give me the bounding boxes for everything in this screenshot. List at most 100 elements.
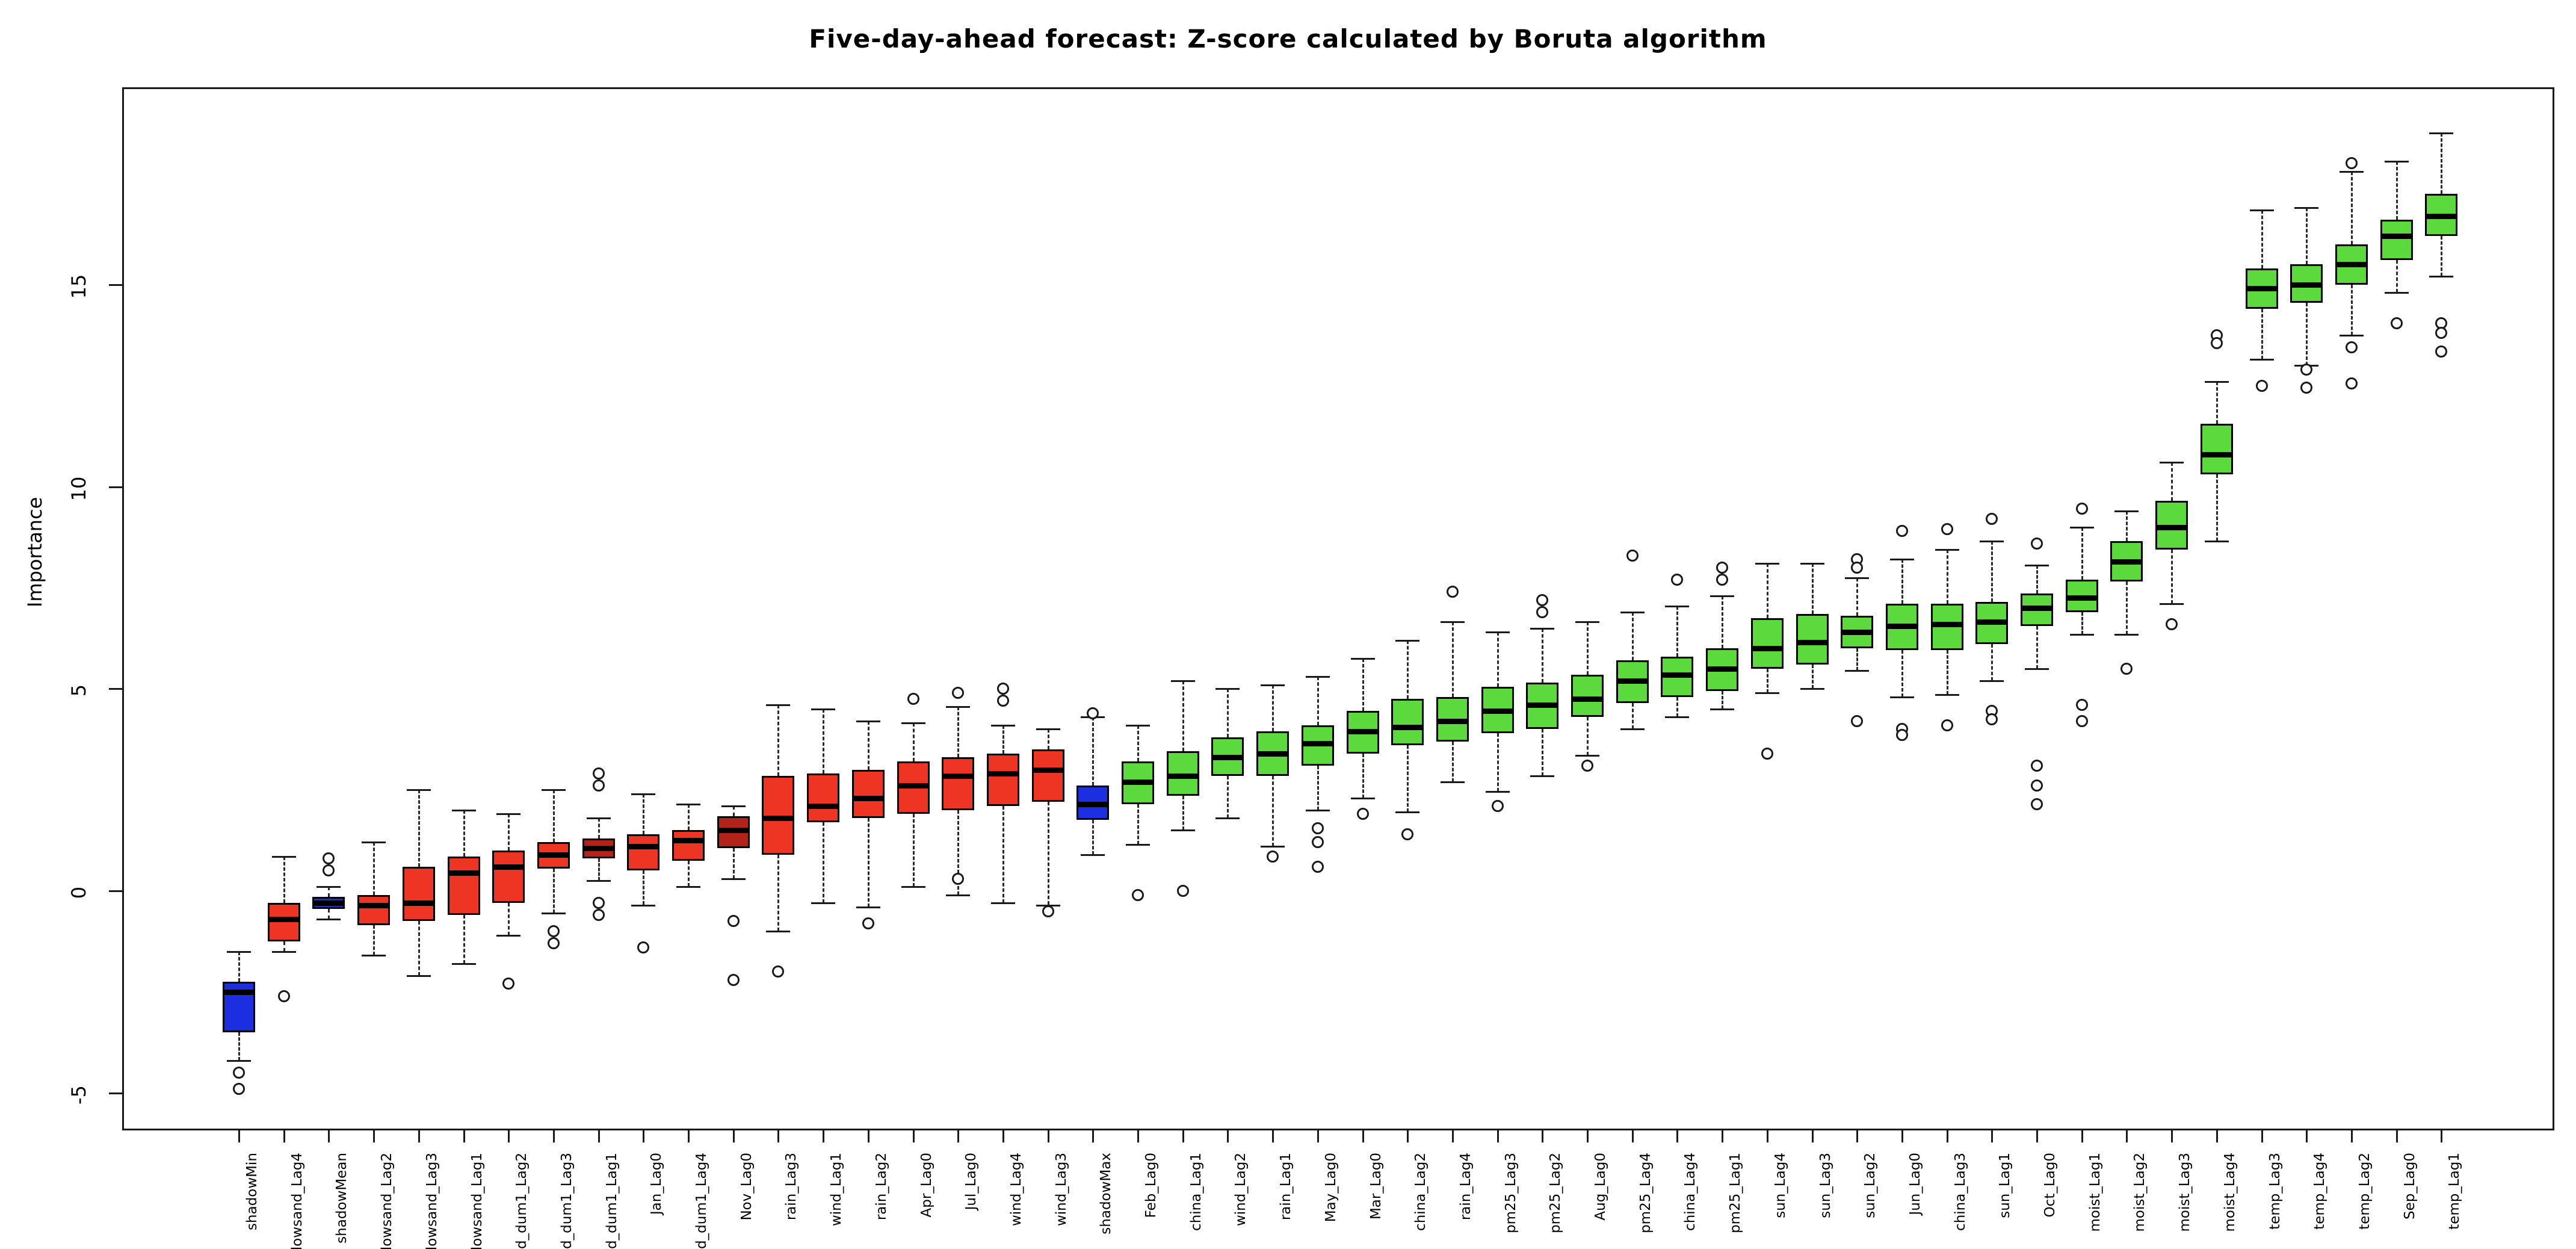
outlier-point: [1267, 850, 1279, 863]
upper-whisker-cap: [2384, 160, 2409, 163]
upper-whisker: [2261, 209, 2263, 268]
upper-whisker: [643, 793, 645, 834]
boxplot-box-yellowsand_Lag1: [447, 856, 480, 916]
upper-whisker-cap: [901, 722, 925, 725]
boxplot-box-yellowsand_Lag2: [357, 894, 391, 926]
upper-whisker-cap: [271, 855, 296, 858]
median-line: [1616, 678, 1649, 684]
outlier-point: [2031, 759, 2043, 772]
median-line: [357, 902, 391, 908]
boxplot-box-wind_Lag3: [1031, 749, 1064, 802]
lower-whisker: [1182, 796, 1184, 831]
median-line: [312, 900, 345, 907]
x-axis-tick-label: Sep_Lag0: [2401, 1153, 2418, 1220]
x-axis-tick-label: yellowsand_Lag2: [379, 1153, 395, 1249]
median-line: [1031, 767, 1064, 773]
upper-whisker: [823, 708, 825, 774]
lower-whisker-cap: [1980, 680, 2004, 682]
median-line: [1885, 624, 1918, 630]
outlier-point: [2255, 379, 2268, 392]
lower-whisker: [1451, 741, 1454, 782]
x-axis-tick: [1047, 1130, 1049, 1142]
lower-whisker: [1272, 775, 1274, 847]
outlier-point: [1761, 747, 1773, 760]
median-line: [986, 771, 1019, 777]
outlier-point: [547, 937, 560, 950]
boxplot-box-sun_Lag4: [1750, 618, 1784, 669]
median-line: [2110, 559, 2143, 565]
upper-whisker: [1587, 622, 1589, 675]
upper-whisker-cap: [1530, 627, 1555, 630]
lower-whisker: [1496, 733, 1499, 792]
outlier-point: [952, 872, 965, 885]
x-axis-tick: [238, 1130, 240, 1142]
upper-whisker-cap: [811, 708, 836, 710]
x-axis-tick-label: May_Lag0: [1323, 1153, 1339, 1223]
x-axis-tick-label: Nov_Lag0: [738, 1153, 755, 1221]
lower-whisker-cap: [2160, 603, 2184, 606]
lower-whisker-cap: [676, 886, 700, 888]
upper-whisker-cap: [1440, 621, 1465, 624]
lower-whisker-cap: [1126, 843, 1150, 846]
lower-whisker-cap: [1350, 797, 1375, 799]
median-line: [447, 870, 480, 876]
outlier-point: [1895, 525, 1908, 538]
upper-whisker: [1766, 563, 1768, 618]
lower-whisker-cap: [1305, 809, 1330, 811]
x-axis-tick-label: moist_Lag4: [2222, 1153, 2238, 1232]
median-line: [2021, 605, 2053, 611]
lower-whisker: [1722, 690, 1724, 709]
lower-whisker: [1092, 820, 1095, 855]
median-line: [2335, 262, 2368, 268]
upper-whisker: [1496, 632, 1499, 687]
x-axis-tick: [1272, 1130, 1274, 1142]
outlier-point: [2300, 363, 2313, 376]
median-line: [1391, 725, 1424, 731]
upper-whisker: [2081, 527, 2083, 580]
upper-whisker: [1946, 549, 1948, 604]
x-axis-tick: [1227, 1130, 1229, 1142]
median-line: [1211, 755, 1244, 761]
x-axis-tick-label: yellowsand_Lag1: [469, 1153, 485, 1249]
x-axis-tick: [732, 1130, 735, 1142]
x-axis-tick: [283, 1130, 285, 1142]
y-axis-tick-label: -5: [67, 1085, 90, 1105]
upper-whisker: [1407, 640, 1409, 699]
x-axis-tick-label: china_Lag2: [1413, 1153, 1429, 1231]
outlier-point: [1311, 860, 1324, 873]
lower-whisker-cap: [1620, 728, 1645, 731]
boxplot-box-rain_Lag3: [762, 775, 795, 855]
upper-whisker: [1901, 559, 1903, 604]
upper-whisker: [2171, 462, 2173, 501]
x-axis-tick: [418, 1130, 420, 1142]
upper-whisker: [2441, 132, 2443, 194]
outlier-point: [1941, 719, 1953, 731]
lower-whisker: [1227, 775, 1229, 819]
median-line: [672, 838, 705, 844]
y-axis-tick-label: 0: [67, 886, 90, 899]
median-line: [1930, 621, 1963, 627]
median-line: [717, 828, 750, 834]
x-axis-tick: [1631, 1130, 1634, 1142]
lower-whisker: [418, 921, 420, 976]
x-axis-tick: [1362, 1130, 1364, 1142]
lower-whisker: [283, 941, 285, 952]
y-axis-tick: [109, 890, 122, 892]
median-line: [897, 783, 930, 789]
outlier-point: [1401, 828, 1414, 840]
outlier-point: [2300, 381, 2313, 394]
x-axis-tick: [777, 1130, 780, 1142]
outlier-point: [772, 965, 785, 978]
boxplot-box-Sep_Lag0: [2380, 220, 2413, 261]
x-axis-tick: [688, 1130, 690, 1142]
x-axis-tick: [598, 1130, 600, 1142]
median-line: [2425, 213, 2458, 219]
outlier-point: [996, 695, 1009, 707]
x-axis-tick: [1317, 1130, 1319, 1142]
outlier-point: [1176, 885, 1189, 897]
lower-whisker-cap: [1530, 775, 1555, 777]
x-axis-tick: [867, 1130, 869, 1142]
upper-whisker-cap: [631, 793, 656, 795]
upper-whisker: [2395, 161, 2398, 220]
